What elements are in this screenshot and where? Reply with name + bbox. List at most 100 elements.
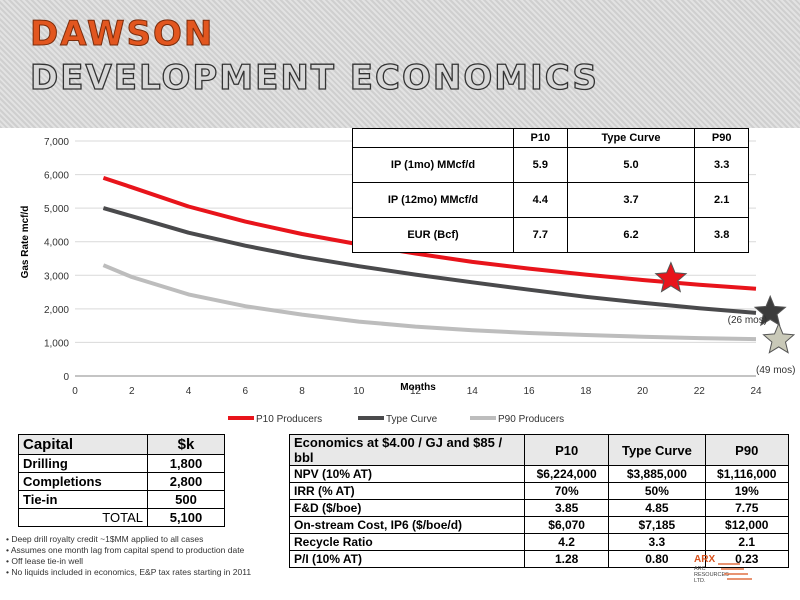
capital-value: 1,800 [147, 454, 225, 473]
economics-value: 50% [608, 482, 706, 500]
legend-label: P90 Producers [498, 414, 564, 425]
economics-header-label: Economics at $4.00 / GJ and $85 / bbl [289, 434, 525, 466]
capital-total-row: TOTAL 5,100 [18, 508, 225, 527]
legend-label: Type Curve [386, 414, 438, 425]
x-tick-label: 24 [750, 386, 762, 397]
company-logo: ARX ARC RESOURCES LTD. [694, 554, 752, 584]
kpi-value: 5.9 [513, 147, 568, 183]
economics-label: On-stream Cost, IP6 ($/boe/d) [289, 516, 525, 534]
economics-value: $3,885,000 [608, 465, 706, 483]
kpi-value: 7.7 [513, 217, 568, 253]
header-banner: DAWSON DEVELOPMENT ECONOMICS [0, 0, 800, 128]
logo-sub3: LTD. [694, 578, 706, 584]
footnote: • Off lease tie-in well [6, 556, 83, 566]
economics-value: $7,185 [608, 516, 706, 534]
kpi-header-0 [352, 128, 514, 148]
x-axis-label: Months [400, 382, 436, 393]
kpi-header-row: P10 Type Curve P90 [352, 128, 749, 148]
kpi-label: EUR (Bcf) [352, 217, 514, 253]
chart-annotations: (26 mos) (49 mos) [728, 315, 796, 376]
series-line-1 [102, 206, 757, 315]
economics-value: 3.3 [608, 533, 706, 551]
economics-header-p10: P10 [523, 434, 610, 466]
chart-series [102, 176, 757, 342]
kpi-value: 2.1 [694, 182, 749, 218]
y-tick-label: 4,000 [44, 238, 69, 249]
kpi-row: IP (12mo) MMcf/d 4.4 3.7 2.1 [352, 182, 749, 218]
capital-label: Tie-in [18, 490, 148, 509]
economics-value: $1,116,000 [704, 465, 789, 483]
economics-value: 1.28 [523, 550, 610, 568]
x-tick-label: 6 [242, 386, 248, 397]
economics-header-row: Economics at $4.00 / GJ and $85 / bbl P1… [289, 434, 789, 466]
economics-row: On-stream Cost, IP6 ($/boe/d) $6,070 $7,… [289, 516, 789, 534]
capital-row: Tie-in 500 [18, 490, 225, 509]
kpi-value: 3.3 [694, 147, 749, 183]
series-line-0 [102, 176, 757, 291]
economics-label: Recycle Ratio [289, 533, 525, 551]
logo-name: ARX [694, 554, 715, 565]
capital-value: 500 [147, 490, 225, 509]
x-tick-label: 22 [694, 386, 706, 397]
footnote: • No liquids included in economics, E&P … [6, 567, 252, 577]
y-tick-label: 5,000 [44, 204, 69, 215]
annotation-label: (26 mos) [728, 315, 767, 326]
economics-value: 4.85 [608, 499, 706, 517]
economics-value: 7.75 [704, 499, 789, 517]
kpi-value: 3.7 [566, 182, 696, 218]
kpi-header-3: P90 [694, 128, 749, 148]
economics-value: 70% [523, 482, 610, 500]
title-line2: DEVELOPMENT ECONOMICS [29, 57, 599, 98]
economics-label: NPV (10% AT) [289, 465, 525, 483]
economics-value: 2.1 [704, 533, 789, 551]
x-tick-label: 2 [129, 386, 135, 397]
economics-value: 3.85 [523, 499, 610, 517]
capital-row: Completions 2,800 [18, 472, 225, 491]
star-marker [753, 294, 787, 327]
kpi-row: IP (1mo) MMcf/d 5.9 5.0 3.3 [352, 147, 749, 183]
x-tick-label: 0 [72, 386, 78, 397]
economics-value: 19% [704, 482, 789, 500]
x-tick-label: 10 [353, 386, 365, 397]
y-tick-label: 0 [63, 372, 69, 383]
x-tick-labels: 0 2 4 6 8 10 12 14 16 18 20 22 24 [72, 386, 762, 397]
economics-row: NPV (10% AT) $6,224,000 $3,885,000 $1,11… [289, 465, 789, 483]
kpi-value: 6.2 [566, 217, 696, 253]
economics-label: P/I (10% AT) [289, 550, 525, 568]
logo-stripes [718, 563, 752, 580]
economics-header-type: Type Curve [608, 434, 706, 466]
legend-label: P10 Producers [256, 414, 322, 425]
chart-markers [654, 261, 796, 354]
kpi-row: EUR (Bcf) 7.7 6.2 3.8 [352, 217, 749, 253]
capital-row: Drilling 1,800 [18, 454, 225, 473]
x-tick-label: 20 [637, 386, 649, 397]
kpi-header-1: P10 [513, 128, 568, 148]
y-tick-label: 2,000 [44, 305, 69, 316]
y-tick-labels: 0 1,000 2,000 3,000 4,000 5,000 6,000 7,000 [44, 137, 69, 383]
kpi-value: 5.0 [566, 147, 696, 183]
series-line-2 [102, 263, 757, 342]
capital-total-value: 5,100 [147, 508, 225, 527]
x-tick-label: 8 [299, 386, 305, 397]
kpi-table: P10 Type Curve P90 IP (1mo) MMcf/d 5.9 5… [352, 128, 749, 253]
capital-header-row: Capital $k [18, 434, 225, 455]
chart-legend: P10 Producers Type Curve P90 Producers [228, 414, 564, 425]
economics-table: Economics at $4.00 / GJ and $85 / bbl P1… [289, 434, 789, 568]
economics-value: $6,224,000 [523, 465, 610, 483]
economics-row: IRR (% AT) 70% 50% 19% [289, 482, 789, 500]
economics-label: F&D ($/boe) [289, 499, 525, 517]
capital-header-value: $k [147, 434, 225, 455]
capital-table: Capital $k Drilling 1,800 Completions 2,… [18, 434, 225, 527]
star-marker [654, 261, 688, 293]
capital-value: 2,800 [147, 472, 225, 491]
x-tick-label: 12 [410, 386, 422, 397]
kpi-value: 3.8 [694, 217, 749, 253]
star-marker [762, 322, 796, 354]
kpi-value: 4.4 [513, 182, 568, 218]
footnote: • Deep drill royalty credit ~1$MM applie… [6, 534, 204, 544]
annotation-label: (49 mos) [756, 365, 795, 376]
y-tick-label: 6,000 [44, 171, 69, 182]
x-tick-label: 4 [186, 386, 192, 397]
economics-row: F&D ($/boe) 3.85 4.85 7.75 [289, 499, 789, 517]
